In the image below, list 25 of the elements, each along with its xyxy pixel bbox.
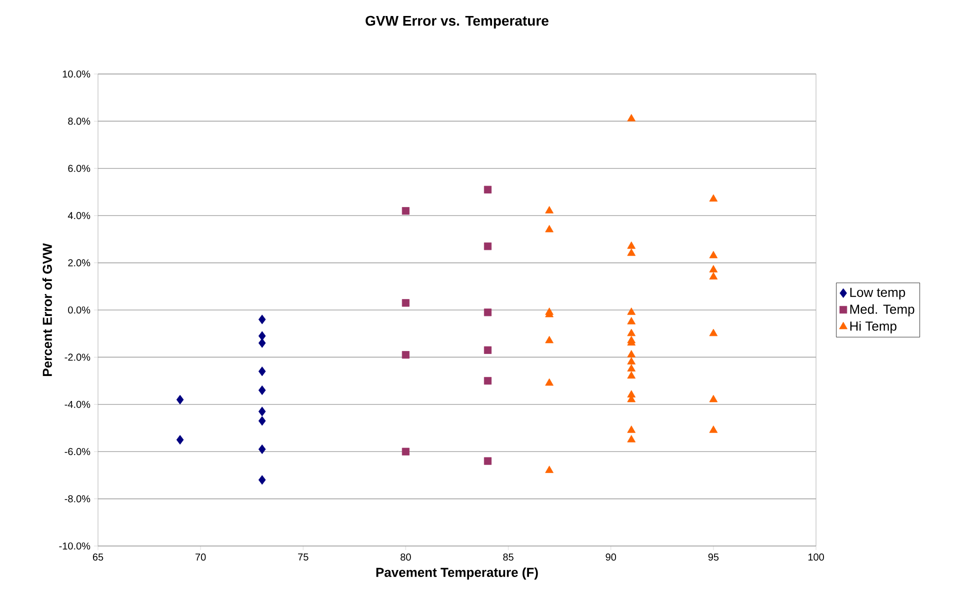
y-tick-label: 6.0% bbox=[68, 164, 90, 172]
chart-title: GVW Error vs. Temperature bbox=[366, 16, 548, 28]
y-tick-label: 10.0% bbox=[62, 70, 90, 78]
x-tick-label: 70 bbox=[196, 554, 206, 561]
legend-label: Med. Temp bbox=[850, 304, 914, 316]
y-tick-label: -2.0% bbox=[64, 354, 90, 361]
y-tick-label: -10.0% bbox=[59, 542, 90, 550]
x-tick-label: 75 bbox=[298, 554, 308, 560]
y-tick-label: 2.0% bbox=[68, 259, 90, 266]
x-tick-label: 90 bbox=[606, 554, 616, 561]
legend-label: Hi Temp bbox=[850, 321, 896, 334]
x-axis-title: Pavement Temperature (F) bbox=[376, 567, 538, 580]
y-tick-label: 4.0% bbox=[68, 212, 90, 220]
x-tick-label: 80 bbox=[400, 554, 411, 561]
y-tick-label: -6.0% bbox=[64, 448, 90, 456]
y-axis-title: Percent Error of GVW bbox=[42, 243, 52, 376]
x-tick-label: 95 bbox=[708, 554, 719, 561]
y-tick-label: 8.0% bbox=[68, 118, 90, 125]
y-tick-label: -4.0% bbox=[64, 400, 90, 408]
x-tick-label: 100 bbox=[808, 554, 824, 561]
legend-label: Low temp bbox=[850, 288, 906, 300]
y-tick-label: -8.0% bbox=[64, 495, 90, 502]
x-tick-label: 65 bbox=[92, 554, 104, 561]
y-tick-label: 0.0% bbox=[68, 306, 90, 314]
x-tick-label: 85 bbox=[503, 554, 514, 561]
